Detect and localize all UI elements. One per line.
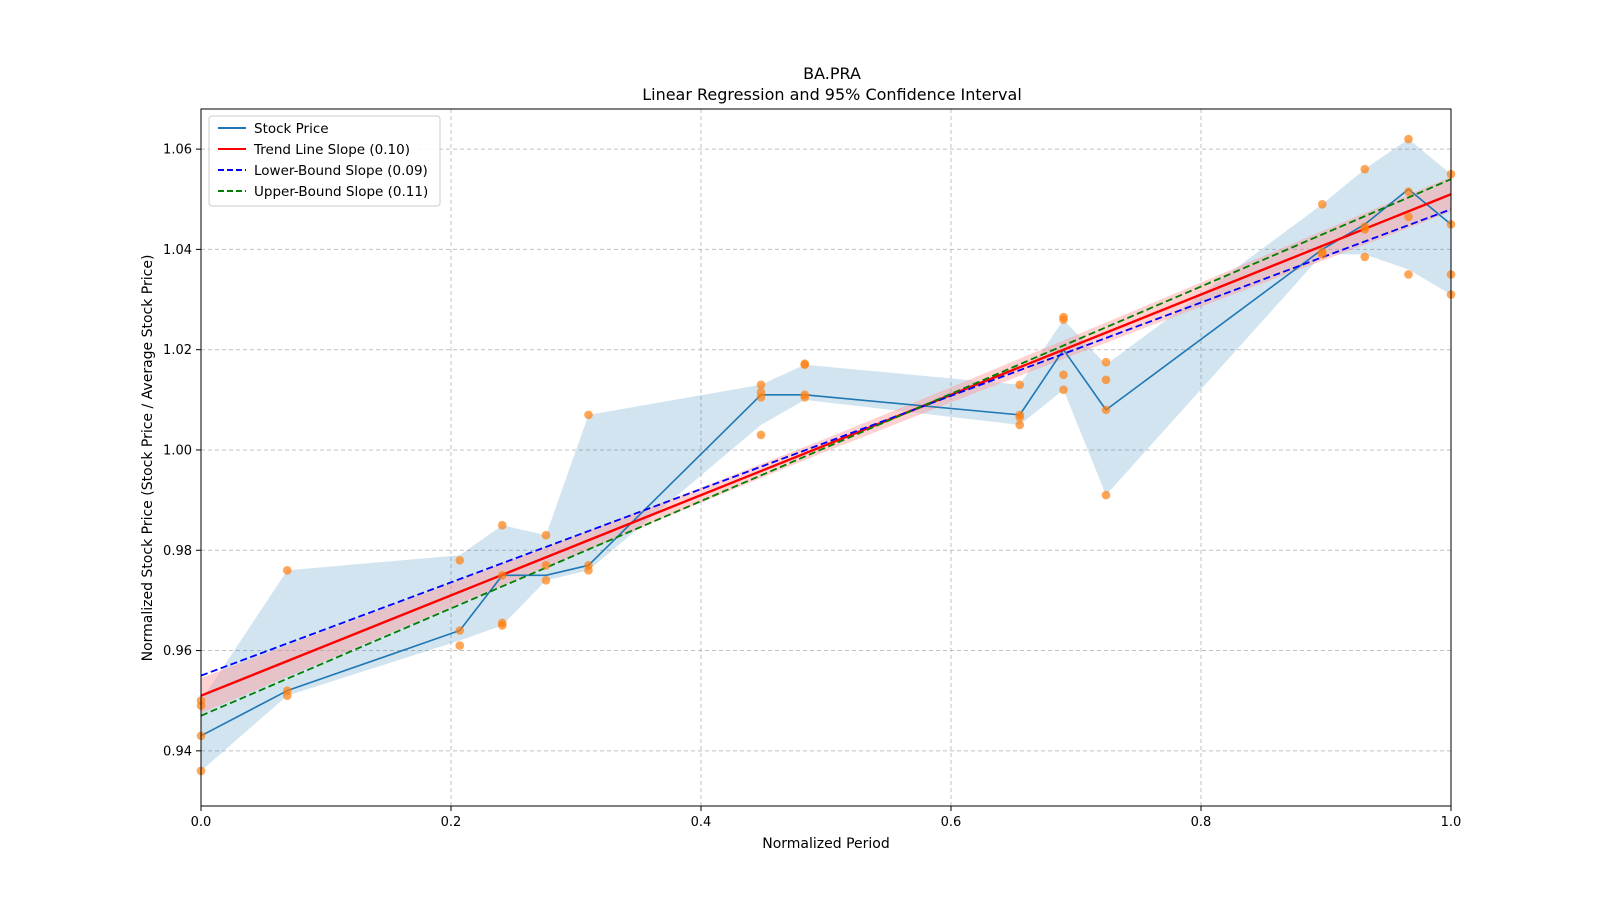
scatter-point bbox=[1059, 312, 1068, 322]
y-tick-label: 0.94 bbox=[163, 744, 192, 759]
scatter-point bbox=[541, 530, 551, 540]
x-tick-label: 0.8 bbox=[1191, 815, 1212, 830]
scatter-point bbox=[455, 641, 465, 650]
scatter-point bbox=[541, 561, 551, 570]
legend-label-trend-line: Trend Line Slope (0.10) bbox=[253, 142, 410, 158]
scatter-point bbox=[1404, 270, 1413, 279]
y-tick-label: 1.02 bbox=[163, 343, 192, 358]
scatter-point bbox=[455, 555, 465, 565]
scatter-point bbox=[1404, 134, 1413, 144]
trend-line bbox=[200, 193, 1452, 697]
scatter-point bbox=[1015, 420, 1025, 430]
scatter-point bbox=[497, 618, 507, 628]
x-tick-label: 0.2 bbox=[441, 815, 462, 830]
y-tick-label: 1.00 bbox=[163, 443, 192, 458]
y-tick-label: 1.06 bbox=[163, 143, 192, 158]
scatter-point bbox=[497, 571, 507, 580]
y-tick-label: 0.96 bbox=[163, 644, 192, 659]
upper-bound-line bbox=[200, 178, 1452, 717]
scatter-point bbox=[1360, 222, 1370, 232]
scatter-point bbox=[756, 388, 766, 397]
legend-frame bbox=[208, 115, 441, 207]
y-tick-label: 1.04 bbox=[163, 243, 192, 258]
y-tick-label: 0.98 bbox=[163, 544, 192, 559]
scatter-point bbox=[800, 390, 810, 400]
y-axis-label: Normalized Stock Price (Stock Price / Av… bbox=[140, 255, 156, 662]
scatter-point bbox=[1015, 413, 1025, 422]
scatter-point bbox=[584, 561, 593, 570]
scatter-point bbox=[1360, 164, 1370, 174]
x-tick-label: 0.4 bbox=[691, 815, 712, 830]
stock-price-confidence-band bbox=[201, 139, 1451, 771]
chart-title: BA.PRA bbox=[803, 64, 861, 83]
scatter-point bbox=[1101, 405, 1111, 415]
grid bbox=[200, 109, 1452, 806]
scatter-point bbox=[1015, 380, 1025, 390]
lower-bound-line bbox=[200, 208, 1452, 677]
plot-area-frame bbox=[200, 108, 1452, 807]
scatter-point bbox=[1101, 490, 1111, 500]
x-axis-label: Normalized Period bbox=[762, 836, 890, 852]
scatter-point bbox=[1404, 187, 1413, 197]
scatter-point bbox=[1101, 375, 1111, 385]
legend-label-lower-bound: Lower-Bound Slope (0.09) bbox=[254, 163, 428, 179]
confidence-bands bbox=[201, 139, 1451, 771]
scatter-point bbox=[756, 430, 766, 440]
scatter-point bbox=[282, 686, 292, 695]
x-tick-label: 0.6 bbox=[941, 815, 962, 830]
legend: Stock Price Trend Line Slope (0.10) Lowe… bbox=[208, 115, 441, 207]
scatter-point bbox=[1101, 357, 1111, 367]
scatter-point bbox=[756, 380, 766, 390]
scatter-point bbox=[584, 410, 593, 420]
scatter-point bbox=[282, 566, 292, 575]
scatter-point bbox=[1059, 370, 1068, 380]
scatter-point bbox=[541, 576, 551, 585]
chart-subtitle: Linear Regression and 95% Confidence Int… bbox=[642, 85, 1022, 104]
scatter-point bbox=[455, 626, 465, 635]
y-axis-ticks: 0.94 0.96 0.98 1.00 1.02 1.04 1.06 bbox=[163, 143, 201, 759]
scatter-point bbox=[800, 359, 810, 369]
legend-label-upper-bound: Upper-Bound Slope (0.11) bbox=[254, 184, 428, 200]
x-axis-ticks: 0.0 0.2 0.4 0.6 0.8 1.0 bbox=[191, 806, 1462, 830]
x-tick-label: 0.0 bbox=[191, 815, 212, 830]
scatter-point bbox=[1404, 212, 1413, 222]
x-tick-label: 1.0 bbox=[1441, 815, 1462, 830]
scatter-point bbox=[1059, 385, 1068, 395]
scatter-point bbox=[1317, 247, 1327, 257]
scatter-point bbox=[1360, 252, 1370, 262]
legend-label-stock-price: Stock Price bbox=[254, 121, 329, 137]
scatter-point bbox=[1317, 199, 1327, 209]
scatter-point bbox=[497, 520, 507, 530]
scatter-points bbox=[196, 134, 1456, 776]
